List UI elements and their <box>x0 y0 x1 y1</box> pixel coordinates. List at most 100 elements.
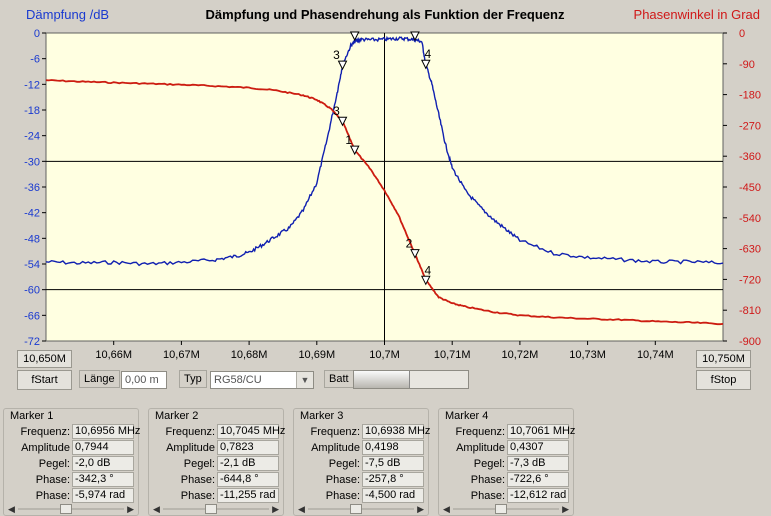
marker-row-value: -644,8 ° <box>217 472 279 487</box>
marker-panel-4: Marker 4 Frequenz: 10,7061 MHz Amplitude… <box>438 408 575 516</box>
marker-row-key: Pegel: <box>183 458 215 470</box>
marker-row: Amplitude 0,7823 <box>153 440 279 456</box>
arrow-right-icon[interactable]: ▶ <box>417 504 424 514</box>
y-left-tick-label: -60 <box>24 285 40 297</box>
marker-scrollbar[interactable]: ◀ ▶ <box>153 503 279 515</box>
attenuation-curve <box>45 35 724 267</box>
x-tick-label: 10,71M <box>434 349 471 361</box>
marker-row-value: 0,7944 <box>72 440 134 455</box>
marker-title: Marker 2 <box>155 410 199 422</box>
marker-row-value: -11,255 rad <box>217 488 279 503</box>
marker-triangle-icon <box>420 275 431 286</box>
marker-panel-3: Marker 3 Frequenz: 10,6938 MHz Amplitude… <box>293 408 430 516</box>
x-tick-label: 10,66M <box>95 349 132 361</box>
arrow-left-icon[interactable]: ◀ <box>443 504 450 514</box>
typ-label: Typ <box>179 370 207 388</box>
marker-scrollbar[interactable]: ◀ ▶ <box>8 503 134 515</box>
marker-title: Marker 1 <box>10 410 54 422</box>
marker-label: 3 <box>333 104 340 118</box>
scroll-thumb[interactable] <box>350 504 362 514</box>
marker-row-value: -4,500 rad <box>362 488 424 503</box>
marker-row: Phase: -12,612 rad <box>443 488 569 504</box>
fstop-value[interactable]: 10,750M <box>696 350 751 368</box>
marker-row-key: Pegel: <box>38 458 70 470</box>
laenge-input[interactable]: 0,00 m <box>121 371 167 389</box>
x-tick-label: 10,74M <box>637 349 674 361</box>
typ-value: RG58/CU <box>214 374 262 386</box>
x-tick-label: 10,7M <box>369 349 400 361</box>
marker-row: Amplitude 0,7944 <box>8 440 134 456</box>
left-axis-label: Dämpfung /dB <box>26 7 109 22</box>
marker-row: Pegel: -2,1 dB <box>153 456 279 472</box>
marker-row-value: -722,6 ° <box>507 472 569 487</box>
y-left-tick-label: -66 <box>24 310 40 322</box>
x-tick-label: 10,72M <box>502 349 539 361</box>
marker-panel-1: Marker 1 Frequenz: 10,6956 MHz Amplitude… <box>3 408 140 516</box>
y-left-tick-label: -42 <box>24 208 40 220</box>
marker-label: 4 <box>424 263 431 277</box>
marker-row: Amplitude 0,4198 <box>298 440 424 456</box>
fstop-button[interactable]: fStop <box>696 370 751 390</box>
marker-row-value: -2,0 dB <box>72 456 134 471</box>
arrow-right-icon[interactable]: ▶ <box>127 504 134 514</box>
arrow-right-icon[interactable]: ▶ <box>272 504 279 514</box>
x-tick-label: 10,68M <box>231 349 268 361</box>
marker-row-value: -257,8 ° <box>362 472 424 487</box>
fstart-value[interactable]: 10,650M <box>17 350 72 368</box>
marker-row-value: 10,6938 MHz <box>362 424 430 439</box>
marker-row-value: -2,1 dB <box>217 456 279 471</box>
marker-row-key: Frequenz: <box>20 426 70 438</box>
arrow-right-icon[interactable]: ▶ <box>562 504 569 514</box>
left-axis-ticks: 0 -6 -12 -18 -24 -30 -36 -42 -48 -54 -60 -66 -72 <box>24 28 46 348</box>
chart-area: Dämpfung und Phasendrehung als Funktion … <box>24 7 762 361</box>
marker-title: Marker 4 <box>445 410 489 422</box>
y-right-tick-label: -270 <box>739 120 761 132</box>
marker-row: Pegel: -7,5 dB <box>298 456 424 472</box>
scroll-thumb[interactable] <box>205 504 217 514</box>
phase-curve <box>45 79 724 326</box>
marker-row-key: Phase: <box>35 490 70 502</box>
marker-row: Pegel: -2,0 dB <box>8 456 134 472</box>
top-marker-triangle-icon <box>410 31 420 42</box>
arrow-left-icon[interactable]: ◀ <box>153 504 160 514</box>
marker-row-value: 10,7045 MHz <box>217 424 285 439</box>
y-right-tick-label: -900 <box>739 336 761 348</box>
y-left-tick-label: -12 <box>24 79 40 91</box>
marker-row-value: -12,612 rad <box>507 488 569 503</box>
marker-triangle-icon <box>337 60 348 71</box>
chart-title: Dämpfung und Phasendrehung als Funktion … <box>206 7 565 22</box>
marker-scrollbar[interactable]: ◀ ▶ <box>298 503 424 515</box>
marker-row-value: -5,974 rad <box>72 488 134 503</box>
typ-select[interactable]: RG58/CU ▼ <box>210 371 314 389</box>
chevron-down-icon[interactable]: ▼ <box>296 372 313 388</box>
marker-row-value: -7,5 dB <box>362 456 424 471</box>
marker-row-key: Phase: <box>470 490 505 502</box>
arrow-left-icon[interactable]: ◀ <box>298 504 305 514</box>
marker-triangle-icon <box>349 145 360 156</box>
y-left-tick-label: -6 <box>30 54 40 66</box>
arrow-left-icon[interactable]: ◀ <box>8 504 15 514</box>
right-axis-ticks: 0 -90 -180 -270 -360 -450 -540 -630 -720 -810 -900 <box>723 28 761 348</box>
marker-row-key: Phase: <box>180 490 215 502</box>
scroll-thumb[interactable] <box>495 504 507 514</box>
fstart-button[interactable]: fStart <box>17 370 72 390</box>
y-right-tick-label: -180 <box>739 90 761 102</box>
marker-row-key: Amplitude <box>456 442 505 454</box>
marker-row-key: Amplitude <box>166 442 215 454</box>
y-left-tick-label: -36 <box>24 182 40 194</box>
y-left-tick-label: -54 <box>24 259 40 271</box>
marker-row-value: -7,3 dB <box>507 456 569 471</box>
marker-scrollbar[interactable]: ◀ ▶ <box>443 503 569 515</box>
marker-row: Phase: -5,974 rad <box>8 488 134 504</box>
marker-row-value: 10,6956 MHz <box>72 424 140 439</box>
marker-row: Phase: -342,3 ° <box>8 472 134 488</box>
batt-level <box>354 371 410 388</box>
marker-label: 1 <box>345 133 352 147</box>
y-left-tick-label: -30 <box>24 156 40 168</box>
y-right-tick-label: -90 <box>739 59 755 71</box>
batt-indicator <box>353 370 469 389</box>
marker-row: Phase: -257,8 ° <box>298 472 424 488</box>
right-axis-label: Phasenwinkel in Grad <box>634 7 760 22</box>
scroll-thumb[interactable] <box>60 504 72 514</box>
